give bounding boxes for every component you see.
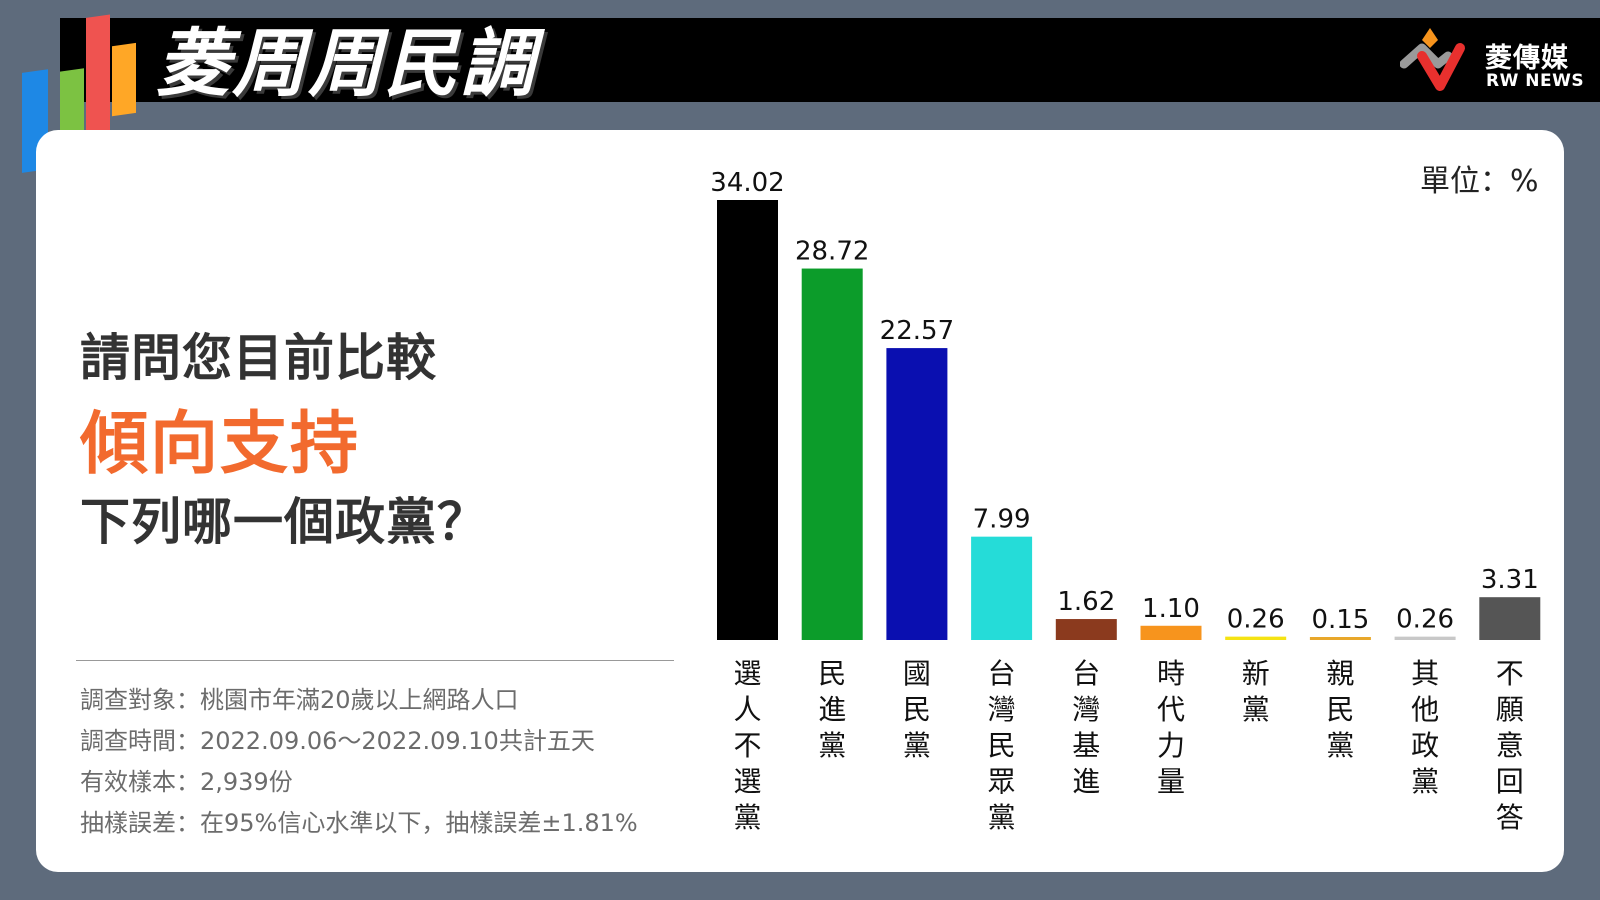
question-line-1: 請問您目前比較 xyxy=(80,329,437,387)
category-label: 時代力量 xyxy=(1157,657,1185,798)
bar-9 xyxy=(1479,597,1541,640)
header-bar xyxy=(60,18,1600,102)
category-label: 選人不選黨 xyxy=(733,657,761,834)
bar-value-label: 1.62 xyxy=(1057,587,1115,617)
brand-name: 菱傳媒 xyxy=(1485,43,1569,74)
category-label: 其他政黨 xyxy=(1411,657,1439,798)
footnote-error: 抽樣誤差：在95%信心水準以下，抽樣誤差±1.81% xyxy=(80,809,638,837)
bar-value-label: 7.99 xyxy=(973,505,1031,535)
bar-value-label: 34.02 xyxy=(710,168,784,198)
question-line-3: 下列哪一個政黨？ xyxy=(80,493,488,551)
bar-8 xyxy=(1394,636,1456,640)
bar-3 xyxy=(971,536,1033,640)
bar-7 xyxy=(1309,637,1371,640)
category-label: 不願意回答 xyxy=(1496,657,1524,834)
category-label: 親民黨 xyxy=(1326,657,1354,762)
bar-2 xyxy=(886,348,948,640)
logo-bar-3 xyxy=(112,42,136,117)
survey-footnotes: 調查對象：桃園市年滿20歲以上網路人口 調查時間：2022.09.06～2022… xyxy=(80,680,638,844)
divider xyxy=(76,660,674,661)
unit-label: 單位：% xyxy=(1420,164,1539,199)
bar-5 xyxy=(1140,625,1202,640)
bar-value-label: 3.31 xyxy=(1481,565,1539,595)
footnote-sample: 有效樣本：2,939份 xyxy=(80,768,293,796)
bar-value-label: 0.15 xyxy=(1311,605,1369,635)
category-label: 國民黨 xyxy=(903,657,931,762)
bar-value-label: 22.57 xyxy=(880,316,954,346)
bar-value-label: 0.26 xyxy=(1396,605,1454,635)
bar-value-label: 1.10 xyxy=(1142,594,1200,624)
category-label: 台灣民眾黨 xyxy=(988,657,1016,834)
bar-4 xyxy=(1055,619,1117,640)
footnote-period: 調查時間：2022.09.06～2022.09.10共計五天 xyxy=(80,727,595,755)
bar-value-label: 0.26 xyxy=(1227,605,1285,635)
logo-bar-2 xyxy=(86,14,110,134)
brand-title: 菱周周民調 xyxy=(156,21,536,107)
category-label: 台灣基進 xyxy=(1072,657,1100,798)
category-label: 新黨 xyxy=(1242,657,1270,726)
bar-0 xyxy=(717,200,778,640)
bar-1 xyxy=(801,268,863,640)
bar-value-label: 28.72 xyxy=(795,237,869,267)
question-highlight: 傾向支持 xyxy=(80,405,361,484)
content-card xyxy=(36,130,1564,872)
bar-6 xyxy=(1225,636,1287,640)
footnote-target: 調查對象：桃園市年滿20歲以上網路人口 xyxy=(80,686,519,714)
brand-subtitle: RW NEWS xyxy=(1486,71,1585,91)
rw-news-logo-icon xyxy=(1400,28,1465,91)
category-label: 民進黨 xyxy=(818,657,846,762)
